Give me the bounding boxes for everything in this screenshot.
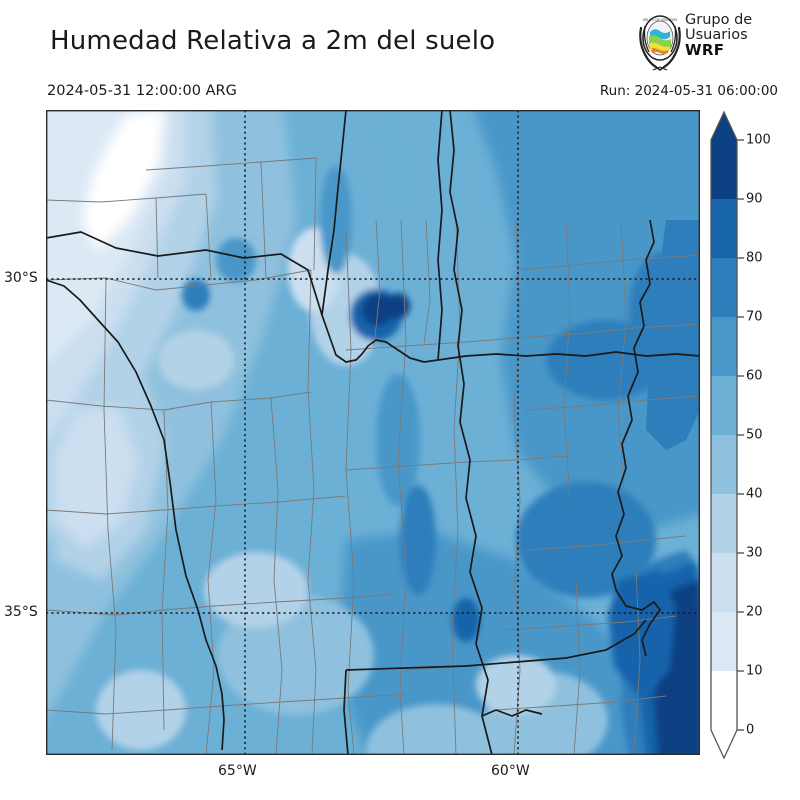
- country-borders: [46, 110, 700, 755]
- colorbar-extend-min: [711, 730, 737, 758]
- colorbar-tick-70: 70: [746, 309, 763, 325]
- colorbar-swatches: [710, 110, 744, 760]
- colorbar-tick-10: 10: [746, 663, 763, 679]
- plot-frame: [46, 110, 700, 755]
- colorbar-tick-60: 60: [746, 368, 763, 384]
- colorbar-band-10-20: [711, 612, 737, 671]
- colorbar-band-30-40: [711, 494, 737, 553]
- run-time-label: Run: 2024-05-31 06:00:00: [599, 83, 778, 99]
- colorbar-tick-100: 100: [746, 132, 771, 148]
- svg-text:GRUPO DE USUARIOS: GRUPO DE USUARIOS: [643, 18, 678, 22]
- colorbar-tick-30: 30: [746, 545, 763, 561]
- lat-label-35s: 35°S: [4, 604, 38, 620]
- valid-time-label: 2024-05-31 12:00:00 ARG: [47, 83, 237, 99]
- logo-line-3: WRF: [685, 40, 725, 59]
- logo-line-2: Usuarios: [685, 26, 748, 43]
- lon-label-60w: 60°W: [491, 763, 530, 779]
- colorbar-extend-max: [711, 112, 737, 140]
- humidity-field: [46, 110, 700, 755]
- colorbar-band-0-10: [711, 671, 737, 730]
- lat-label-30s: 30°S: [4, 270, 38, 286]
- province-borders: [46, 157, 700, 755]
- colorbar-band-60-70: [711, 317, 737, 376]
- colorbar-band-80-90: [711, 199, 737, 258]
- page-title: Humedad Relativa a 2m del suelo: [50, 26, 496, 56]
- grupo-usuarios-wrf-logo: GRUPO DE USUARIOS Grupo de Usuarios WRF: [637, 12, 795, 74]
- colorbar-tick-90: 90: [746, 191, 763, 207]
- colorbar-tick-40: 40: [746, 486, 763, 502]
- logo-line-1: Grupo de: [685, 12, 753, 28]
- wrf-seal-icon: GRUPO DE USUARIOS: [639, 15, 681, 71]
- colorbar-band-90-100: [711, 140, 737, 199]
- lon-label-65w: 65°W: [218, 763, 257, 779]
- colorbar-tick-0: 0: [746, 722, 755, 738]
- colorbar-band-70-80: [711, 258, 737, 317]
- logo-text: Grupo de Usuarios WRF: [685, 13, 752, 58]
- colorbar-tick-50: 50: [746, 427, 763, 443]
- colorbar-band-50-60: [711, 376, 737, 435]
- colorbar-tick-80: 80: [746, 250, 763, 266]
- colorbar-band-40-50: [711, 435, 737, 494]
- graticule: [46, 110, 700, 755]
- colorbar-tick-20: 20: [746, 604, 763, 620]
- humidity-map[interactable]: [46, 110, 700, 755]
- colorbar-band-20-30: [711, 553, 737, 612]
